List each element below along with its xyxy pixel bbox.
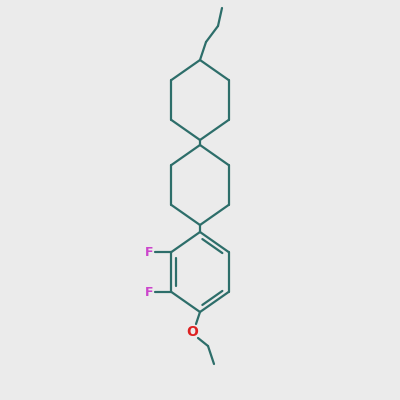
Text: F: F: [145, 286, 154, 298]
Text: O: O: [186, 325, 198, 339]
Text: F: F: [145, 246, 154, 258]
